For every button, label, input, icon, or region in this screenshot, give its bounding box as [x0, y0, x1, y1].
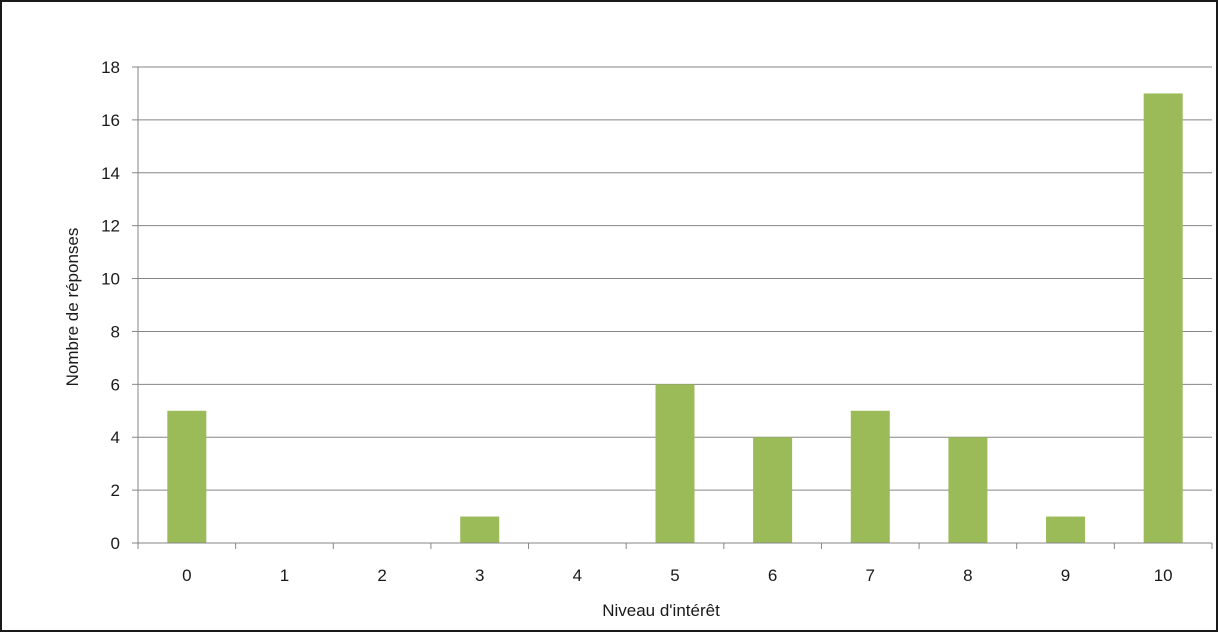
gridlines [138, 66, 1212, 491]
y-tick-label: 16 [101, 111, 120, 130]
bar-9 [1046, 516, 1086, 543]
bar-3 [460, 516, 500, 543]
x-tick-label: 0 [182, 566, 191, 585]
x-tick-label: 1 [280, 566, 289, 585]
bar-10 [1143, 93, 1183, 543]
bar-7 [850, 410, 890, 543]
bar-5 [655, 384, 695, 543]
y-tick-label: 14 [101, 164, 120, 183]
y-tick-label: 12 [101, 217, 120, 236]
y-tick-label: 6 [111, 375, 120, 394]
y-tick-label: 10 [101, 270, 120, 289]
x-tick-label: 6 [768, 566, 777, 585]
x-tick-label: 7 [866, 566, 875, 585]
y-tick-label: 18 [101, 58, 120, 77]
bars [167, 93, 1183, 543]
x-tick-label: 3 [475, 566, 484, 585]
bar-0 [167, 410, 207, 543]
axes [132, 66, 1213, 549]
y-axis-title: Nombre de réponses [63, 228, 82, 387]
bar-6 [753, 437, 793, 543]
y-tick-label: 2 [111, 481, 120, 500]
y-tick-labels: 0 2 4 6 8 10 12 14 16 18 [101, 58, 120, 553]
x-tick-label: 4 [573, 566, 582, 585]
x-tick-labels: 0 1 2 3 4 5 6 7 8 9 10 [182, 566, 1173, 585]
x-tick-label: 5 [670, 566, 679, 585]
y-tick-label: 0 [111, 534, 120, 553]
y-tick-label: 8 [111, 322, 120, 341]
bar-8 [948, 437, 988, 543]
x-axis-title: Niveau d'intérêt [602, 601, 720, 620]
x-tick-label: 10 [1154, 566, 1173, 585]
x-tick-label: 9 [1061, 566, 1070, 585]
y-tick-label: 4 [111, 428, 120, 447]
x-tick-label: 2 [377, 566, 386, 585]
x-tick-label: 8 [963, 566, 972, 585]
